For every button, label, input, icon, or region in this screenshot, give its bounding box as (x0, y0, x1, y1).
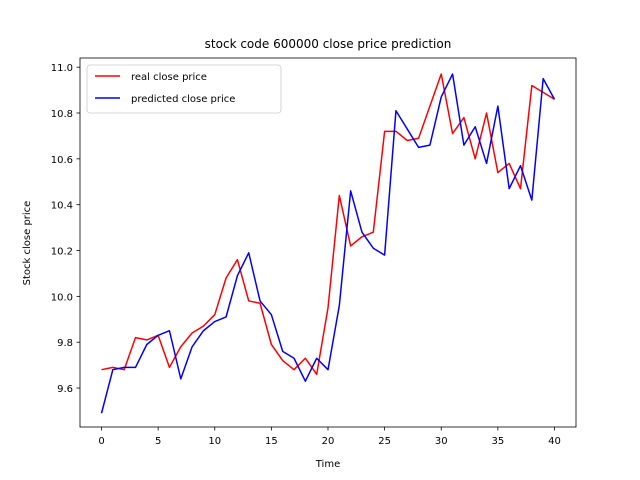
series-line-predicted (100, 73, 556, 414)
series-line-real (101, 73, 555, 376)
x-axis: 0 5 10 15 20 25 30 35 40 (98, 427, 561, 447)
legend-label: real close price (131, 72, 207, 83)
y-tick-label: 9.6 (57, 384, 73, 395)
x-tick-label: 30 (435, 436, 448, 447)
y-tick-label: 10.4 (51, 201, 73, 212)
x-tick-label: 10 (208, 436, 221, 447)
series-lines (100, 73, 556, 414)
chart-title: stock code 600000 close price prediction (205, 37, 452, 51)
y-tick-label: 10.8 (51, 109, 73, 120)
x-axis-label: Time (315, 459, 340, 470)
x-tick-label: 35 (491, 436, 504, 447)
y-axis: 9.6 9.8 10.0 10.2 10.4 10.6 10.8 11.0 (51, 63, 80, 395)
legend: real close price predicted close price (86, 64, 282, 114)
legend-label: predicted close price (131, 94, 235, 105)
x-tick-label: 15 (265, 436, 278, 447)
x-tick-label: 40 (548, 436, 561, 447)
x-tick-label: 5 (155, 436, 161, 447)
x-tick-label: 25 (378, 436, 391, 447)
y-axis-label: Stock close price (22, 201, 33, 286)
y-tick-label: 11.0 (51, 63, 73, 74)
x-tick-label: 20 (322, 436, 335, 447)
y-tick-label: 10.6 (51, 155, 73, 166)
legend-box (86, 64, 282, 114)
y-tick-label: 9.8 (57, 338, 73, 349)
y-tick-label: 10.0 (51, 292, 73, 303)
y-tick-label: 10.2 (51, 247, 73, 258)
x-tick-label: 0 (98, 436, 104, 447)
